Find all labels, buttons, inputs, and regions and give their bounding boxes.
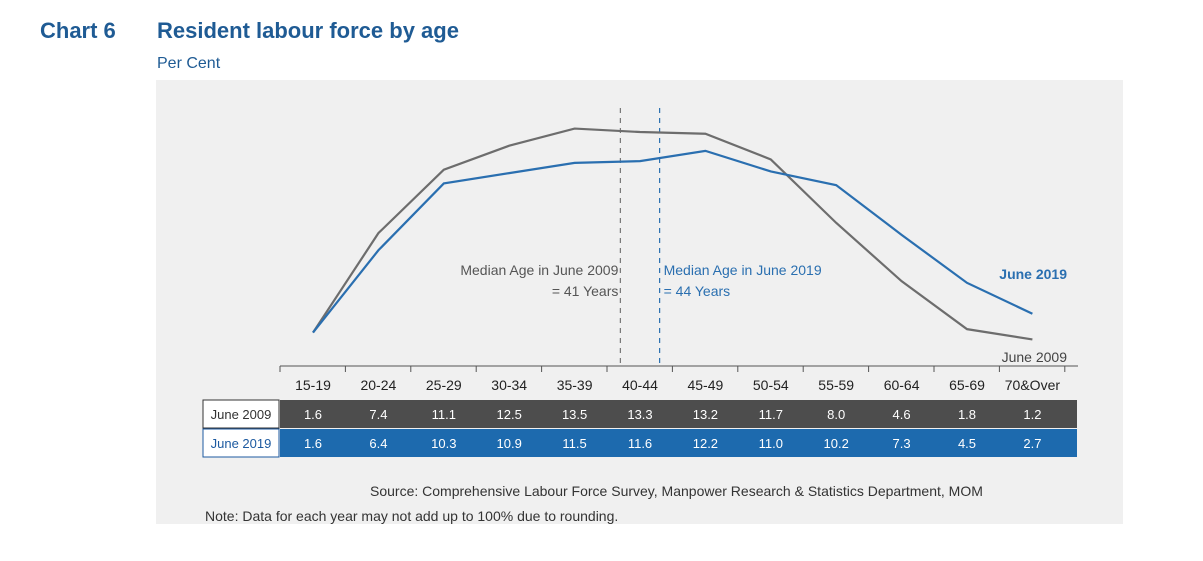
- chart-title: Resident labour force by age: [157, 18, 459, 43]
- median-2019-annotation-line2: = 44 Years: [664, 283, 731, 299]
- table-cell-june-2019: 10.3: [431, 436, 456, 451]
- table-cell-june-2019: 6.4: [369, 436, 387, 451]
- x-tick-label: 20-24: [360, 377, 396, 393]
- series-label-june-2019: June 2019: [999, 266, 1067, 282]
- table-cell-june-2019: 2.7: [1023, 436, 1041, 451]
- table-row-label-june-2009: June 2009: [211, 407, 272, 422]
- table-cell-june-2019: 10.2: [824, 436, 849, 451]
- median-2009-annotation-line1: Median Age in June 2009: [460, 262, 618, 278]
- table-cell-june-2019: 11.6: [628, 436, 652, 451]
- x-tick-label: 55-59: [818, 377, 854, 393]
- rounding-note: Note: Data for each year may not add up …: [205, 508, 619, 524]
- x-tick-label: 70&Over: [1005, 377, 1061, 393]
- table-row-label-box-june-2019: [202, 428, 280, 458]
- source-note: Source: Comprehensive Labour Force Surve…: [370, 483, 983, 499]
- x-tick-label: 45-49: [687, 377, 723, 393]
- median-2009-annotation-line2: = 41 Years: [552, 283, 619, 299]
- table-cell-june-2009: 12.5: [497, 407, 522, 422]
- table-row-label-box-june-2009: [202, 399, 280, 429]
- table-cell-june-2009: 1.6: [304, 407, 322, 422]
- chart-number: Chart 6: [40, 18, 116, 43]
- x-tick-label: 35-39: [557, 377, 593, 393]
- x-tick-label: 65-69: [949, 377, 985, 393]
- table-cell-june-2009: 4.6: [893, 407, 911, 422]
- x-tick-label: 25-29: [426, 377, 462, 393]
- x-tick-label: 50-54: [753, 377, 789, 393]
- x-tick-label: 60-64: [884, 377, 920, 393]
- table-cell-june-2019: 7.3: [893, 436, 911, 451]
- table-cell-june-2009: 11.1: [432, 407, 456, 422]
- table-row-label-june-2019: June 2019: [211, 436, 272, 451]
- table-cell-june-2009: 11.7: [759, 407, 783, 422]
- x-tick-label: 15-19: [295, 377, 331, 393]
- median-2019-annotation-line1: Median Age in June 2019: [664, 262, 822, 278]
- table-cell-june-2019: 1.6: [304, 436, 322, 451]
- table-cell-june-2009: 8.0: [827, 407, 845, 422]
- series-line-june-2019: [312, 149, 1033, 334]
- table-cell-june-2019: 11.5: [562, 436, 586, 451]
- table-cell-june-2009: 13.5: [562, 407, 587, 422]
- table-cell-june-2019: 12.2: [693, 436, 718, 451]
- table-cell-june-2019: 10.9: [497, 436, 522, 451]
- table-row-band-june-2019: [280, 429, 1077, 457]
- series-line-june-2009: [312, 127, 1033, 341]
- chart-unit: Per Cent: [157, 55, 221, 72]
- table-cell-june-2009: 13.3: [627, 407, 652, 422]
- x-tick-label: 40-44: [622, 377, 658, 393]
- table-cell-june-2009: 1.8: [958, 407, 976, 422]
- table-row-band-june-2009: [280, 400, 1077, 428]
- table-cell-june-2009: 7.4: [369, 407, 387, 422]
- series-label-june-2009: June 2009: [1002, 349, 1068, 365]
- table-cell-june-2019: 4.5: [958, 436, 976, 451]
- table-cell-june-2009: 1.2: [1023, 407, 1041, 422]
- table-cell-june-2019: 11.0: [759, 436, 783, 451]
- table-cell-june-2009: 13.2: [693, 407, 718, 422]
- x-tick-label: 30-34: [491, 377, 527, 393]
